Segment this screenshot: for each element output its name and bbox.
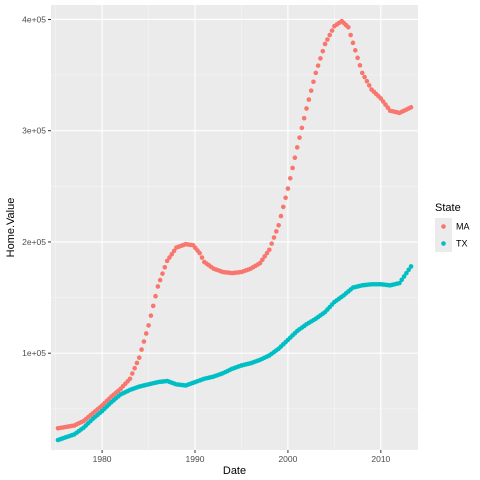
point-ma [155, 284, 161, 289]
point-ma [280, 204, 286, 210]
point-ma [139, 347, 144, 352]
point-ma [169, 251, 175, 257]
grid-minor [51, 5, 418, 450]
point-tx [401, 274, 407, 279]
point-ma [153, 293, 158, 299]
point-ma [129, 371, 135, 376]
point-ma [164, 258, 170, 264]
point-ma [285, 186, 291, 191]
point-ma [348, 32, 353, 38]
point-ma [322, 41, 328, 47]
y-tick-label: 2e+05 [22, 237, 46, 247]
point-ma [160, 271, 165, 276]
point-ma [257, 260, 263, 266]
point-ma [171, 248, 177, 254]
point-ma [346, 24, 351, 30]
grid-major [51, 5, 418, 450]
point-ma [162, 264, 168, 270]
point-ma [141, 339, 147, 344]
x-tick-label: 2000 [278, 454, 297, 464]
point-ma [318, 56, 323, 61]
point-ma [350, 40, 356, 46]
legend-dot-tx [441, 241, 446, 246]
y-axis: 1e+05 2e+05 3e+05 4e+05 [22, 14, 51, 358]
point-ma [199, 255, 205, 260]
point-ma [136, 355, 142, 360]
point-ma [292, 155, 298, 160]
data-points [55, 18, 414, 443]
y-tick-label: 1e+05 [22, 348, 46, 358]
point-ma [320, 48, 326, 54]
point-ma [327, 32, 333, 38]
point-ma [315, 63, 321, 68]
point-ma [313, 70, 319, 76]
point-ma [306, 97, 312, 102]
point-tx [408, 264, 414, 269]
y-axis-title: Home.Value [5, 198, 17, 258]
point-ma [329, 28, 335, 33]
point-ma [359, 70, 365, 76]
point-ma [311, 79, 316, 85]
point-ma [352, 48, 358, 53]
legend-title: State [435, 202, 461, 214]
point-ma [408, 105, 414, 110]
point-ma [283, 195, 288, 201]
point-ma [366, 83, 372, 88]
legend-dot-ma [441, 224, 446, 229]
point-ma [148, 313, 154, 318]
point-ma [157, 277, 163, 283]
point-ma [362, 74, 367, 80]
y-tick-label: 3e+05 [22, 126, 46, 136]
legend: State MA TX [435, 202, 470, 252]
point-ma [260, 257, 265, 263]
legend-label-tx: TX [456, 239, 468, 249]
y-tick-label: 4e+05 [22, 14, 46, 24]
plot-panel [51, 5, 418, 450]
point-ma [290, 165, 295, 171]
point-ma [287, 175, 293, 181]
point-ma [134, 360, 140, 366]
point-ma [274, 229, 279, 234]
point-ma [299, 125, 305, 131]
x-tick-label: 1980 [93, 454, 112, 464]
point-ma [150, 303, 156, 309]
point-ma [167, 255, 172, 260]
point-ma [278, 213, 284, 219]
point-tx [404, 270, 409, 276]
point-ma [304, 106, 309, 111]
x-tick-label: 2010 [371, 454, 390, 464]
point-ma [308, 88, 314, 93]
point-ma [197, 250, 202, 256]
point-ma [146, 323, 151, 328]
point-ma [294, 145, 300, 150]
point-ma [325, 37, 330, 42]
x-tick-label: 1990 [186, 454, 205, 464]
point-ma [267, 247, 272, 253]
point-tx [406, 267, 412, 273]
point-ma [357, 63, 363, 68]
point-ma [297, 135, 302, 140]
point-ma [276, 222, 281, 228]
point-ma [271, 235, 277, 240]
point-tx [399, 277, 405, 283]
point-ma [143, 331, 149, 336]
point-ma [301, 115, 307, 121]
point-tx [397, 280, 402, 286]
legend-label-ma: MA [456, 222, 470, 232]
x-axis-title: Date [223, 465, 246, 477]
point-ma [264, 250, 270, 256]
x-axis: 1980 1990 2000 2010 [93, 450, 391, 464]
point-ma [127, 376, 133, 382]
point-ma [364, 78, 370, 84]
point-ma [132, 365, 137, 371]
point-ma [269, 241, 274, 246]
point-ma [355, 55, 360, 61]
point-ma [262, 254, 267, 259]
